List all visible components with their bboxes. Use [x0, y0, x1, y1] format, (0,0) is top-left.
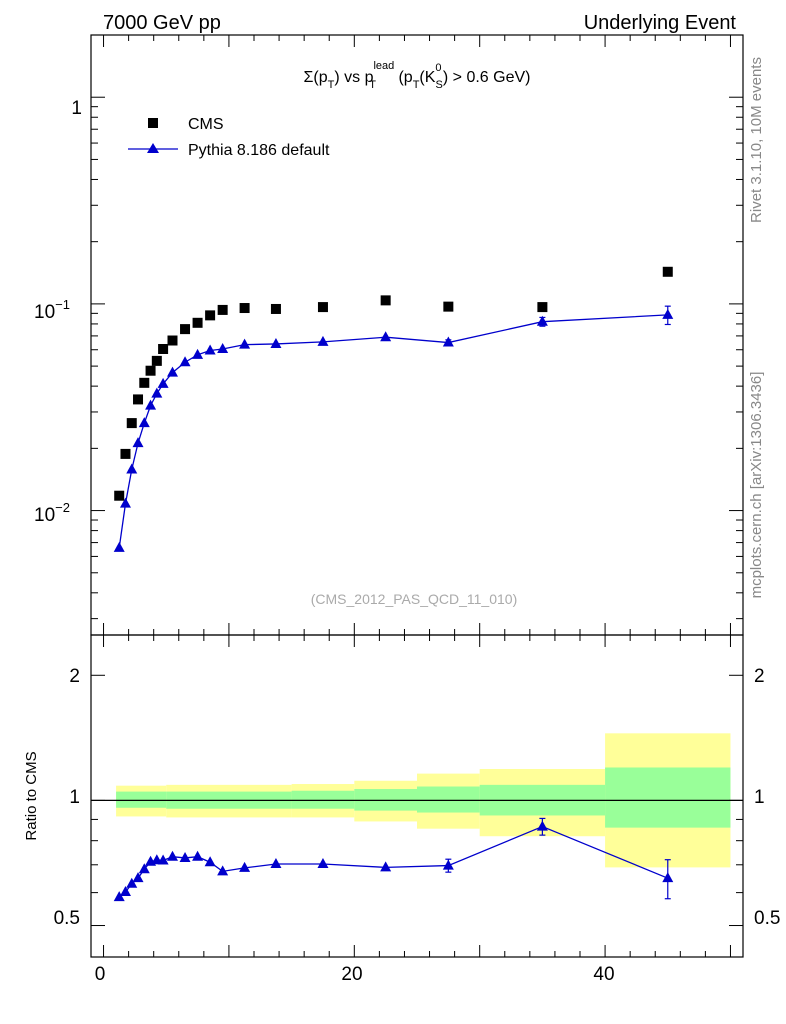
pythia-point — [192, 348, 204, 359]
main-panel: Σ(pT) vs plead T (pT(K0 S) > 0.6 GeV) CMS … — [34, 34, 744, 636]
cms-point — [158, 343, 169, 354]
ratio-point — [380, 861, 392, 872]
ratio-point — [138, 863, 150, 874]
cms-point — [167, 335, 178, 346]
ratio-frame — [90, 634, 744, 958]
cms-point — [380, 295, 391, 306]
pythia-point — [536, 315, 548, 326]
y-tick-label-1: 1 — [71, 98, 82, 119]
cms-point — [443, 301, 454, 312]
pythia-point — [270, 337, 282, 348]
legend-pythia-label: Pythia 8.186 default — [188, 142, 330, 159]
legend-cms-label: CMS — [188, 116, 224, 133]
ratio-band-inner — [417, 786, 480, 813]
ratio-panel: Ratio to CMS 2 1 0.5 2 1 0.5 0 20 40 — [23, 634, 780, 985]
pythia-point — [239, 338, 251, 349]
cms-point — [114, 490, 125, 501]
ratio-series-line — [118, 825, 669, 898]
cms-point — [239, 303, 250, 314]
pythia-point — [113, 541, 125, 552]
pythia-point — [167, 366, 178, 377]
pythia-point — [204, 344, 216, 355]
pythia-point — [132, 437, 144, 448]
ratio-point — [536, 820, 548, 831]
process-label: Underlying Event — [584, 12, 737, 34]
cms-point — [120, 448, 131, 459]
pythia-point — [145, 399, 157, 410]
ratio-point — [113, 891, 125, 902]
ratio-point — [270, 858, 282, 869]
cms-point — [217, 304, 228, 315]
pythia-point — [138, 417, 150, 428]
ratio-point — [157, 854, 169, 865]
x-tick-label-20: 20 — [341, 964, 362, 985]
ratio-band-inner — [605, 767, 731, 828]
legend: CMS Pythia 8.186 default — [128, 116, 330, 159]
rivet-version-label: Rivet 3.1.10, 10M events — [748, 57, 765, 223]
cms-point — [126, 418, 137, 429]
legend-cms-marker — [148, 118, 158, 128]
pythia-point — [179, 356, 191, 367]
cms-point — [205, 310, 216, 321]
ratio-y-tick-label-left-2: 2 — [69, 666, 80, 687]
ratio-y-tick-label-left-0.5: 0.5 — [54, 908, 80, 929]
ratio-point — [442, 859, 454, 870]
cms-point — [317, 302, 328, 313]
cms-point — [180, 324, 191, 335]
pythia-point — [126, 463, 138, 474]
y-tick-label-0.01: 10−2 — [34, 500, 70, 526]
ratio-y-tick-label-right-0.5: 0.5 — [754, 908, 780, 929]
ratio-point — [217, 865, 229, 876]
pythia-point — [380, 331, 392, 342]
plot-title: Σ(pT) vs plead T (pT(K0 S) > 0.6 GeV) — [304, 60, 531, 91]
ratio-y-axis-label: Ratio to CMS — [23, 751, 40, 840]
y-tick-label-0.1: 10−1 — [34, 297, 70, 323]
pythia-point — [157, 377, 169, 388]
cms-point — [133, 394, 144, 405]
cms-point — [151, 355, 162, 366]
cms-point — [537, 302, 548, 313]
cms-point — [662, 266, 673, 277]
ratio-point — [119, 886, 131, 897]
cms-point — [192, 317, 203, 328]
energy-label: 7000 GeV pp — [103, 12, 221, 34]
pythia-point — [151, 387, 163, 398]
pythia-point — [317, 335, 329, 346]
cms-point — [139, 377, 150, 388]
mcplots-label: mcplots.cern.ch [arXiv:1306.3436] — [748, 372, 765, 599]
pythia-point — [662, 308, 674, 319]
x-tick-label-40: 40 — [593, 964, 614, 985]
ratio-point — [239, 861, 251, 872]
ratio-y-tick-label-left-1: 1 — [69, 787, 80, 808]
pythia-point — [442, 336, 454, 347]
x-tick-label-0: 0 — [95, 964, 106, 985]
ratio-y-tick-label-right-2: 2 — [754, 666, 765, 687]
ratio-point — [192, 850, 204, 861]
ratio-point — [126, 877, 138, 888]
ratio-band-inner — [116, 791, 167, 808]
pythia-point — [119, 497, 131, 508]
pythia-point — [217, 342, 229, 353]
ratio-point — [662, 872, 674, 883]
ratio-point — [167, 850, 178, 861]
legend-pythia-marker — [147, 143, 159, 153]
ratio-band-inner — [291, 790, 355, 809]
cms-point — [270, 303, 281, 314]
ratio-point — [204, 856, 216, 867]
ratio-point — [132, 872, 144, 883]
pythia-series-line — [118, 314, 668, 548]
ratio-point — [317, 858, 329, 869]
ratio-point — [179, 851, 191, 862]
cms-point — [145, 365, 156, 376]
analysis-id-label: (CMS_2012_PAS_QCD_11_010) — [311, 591, 518, 607]
ratio-y-tick-label-right-1: 1 — [754, 787, 765, 808]
